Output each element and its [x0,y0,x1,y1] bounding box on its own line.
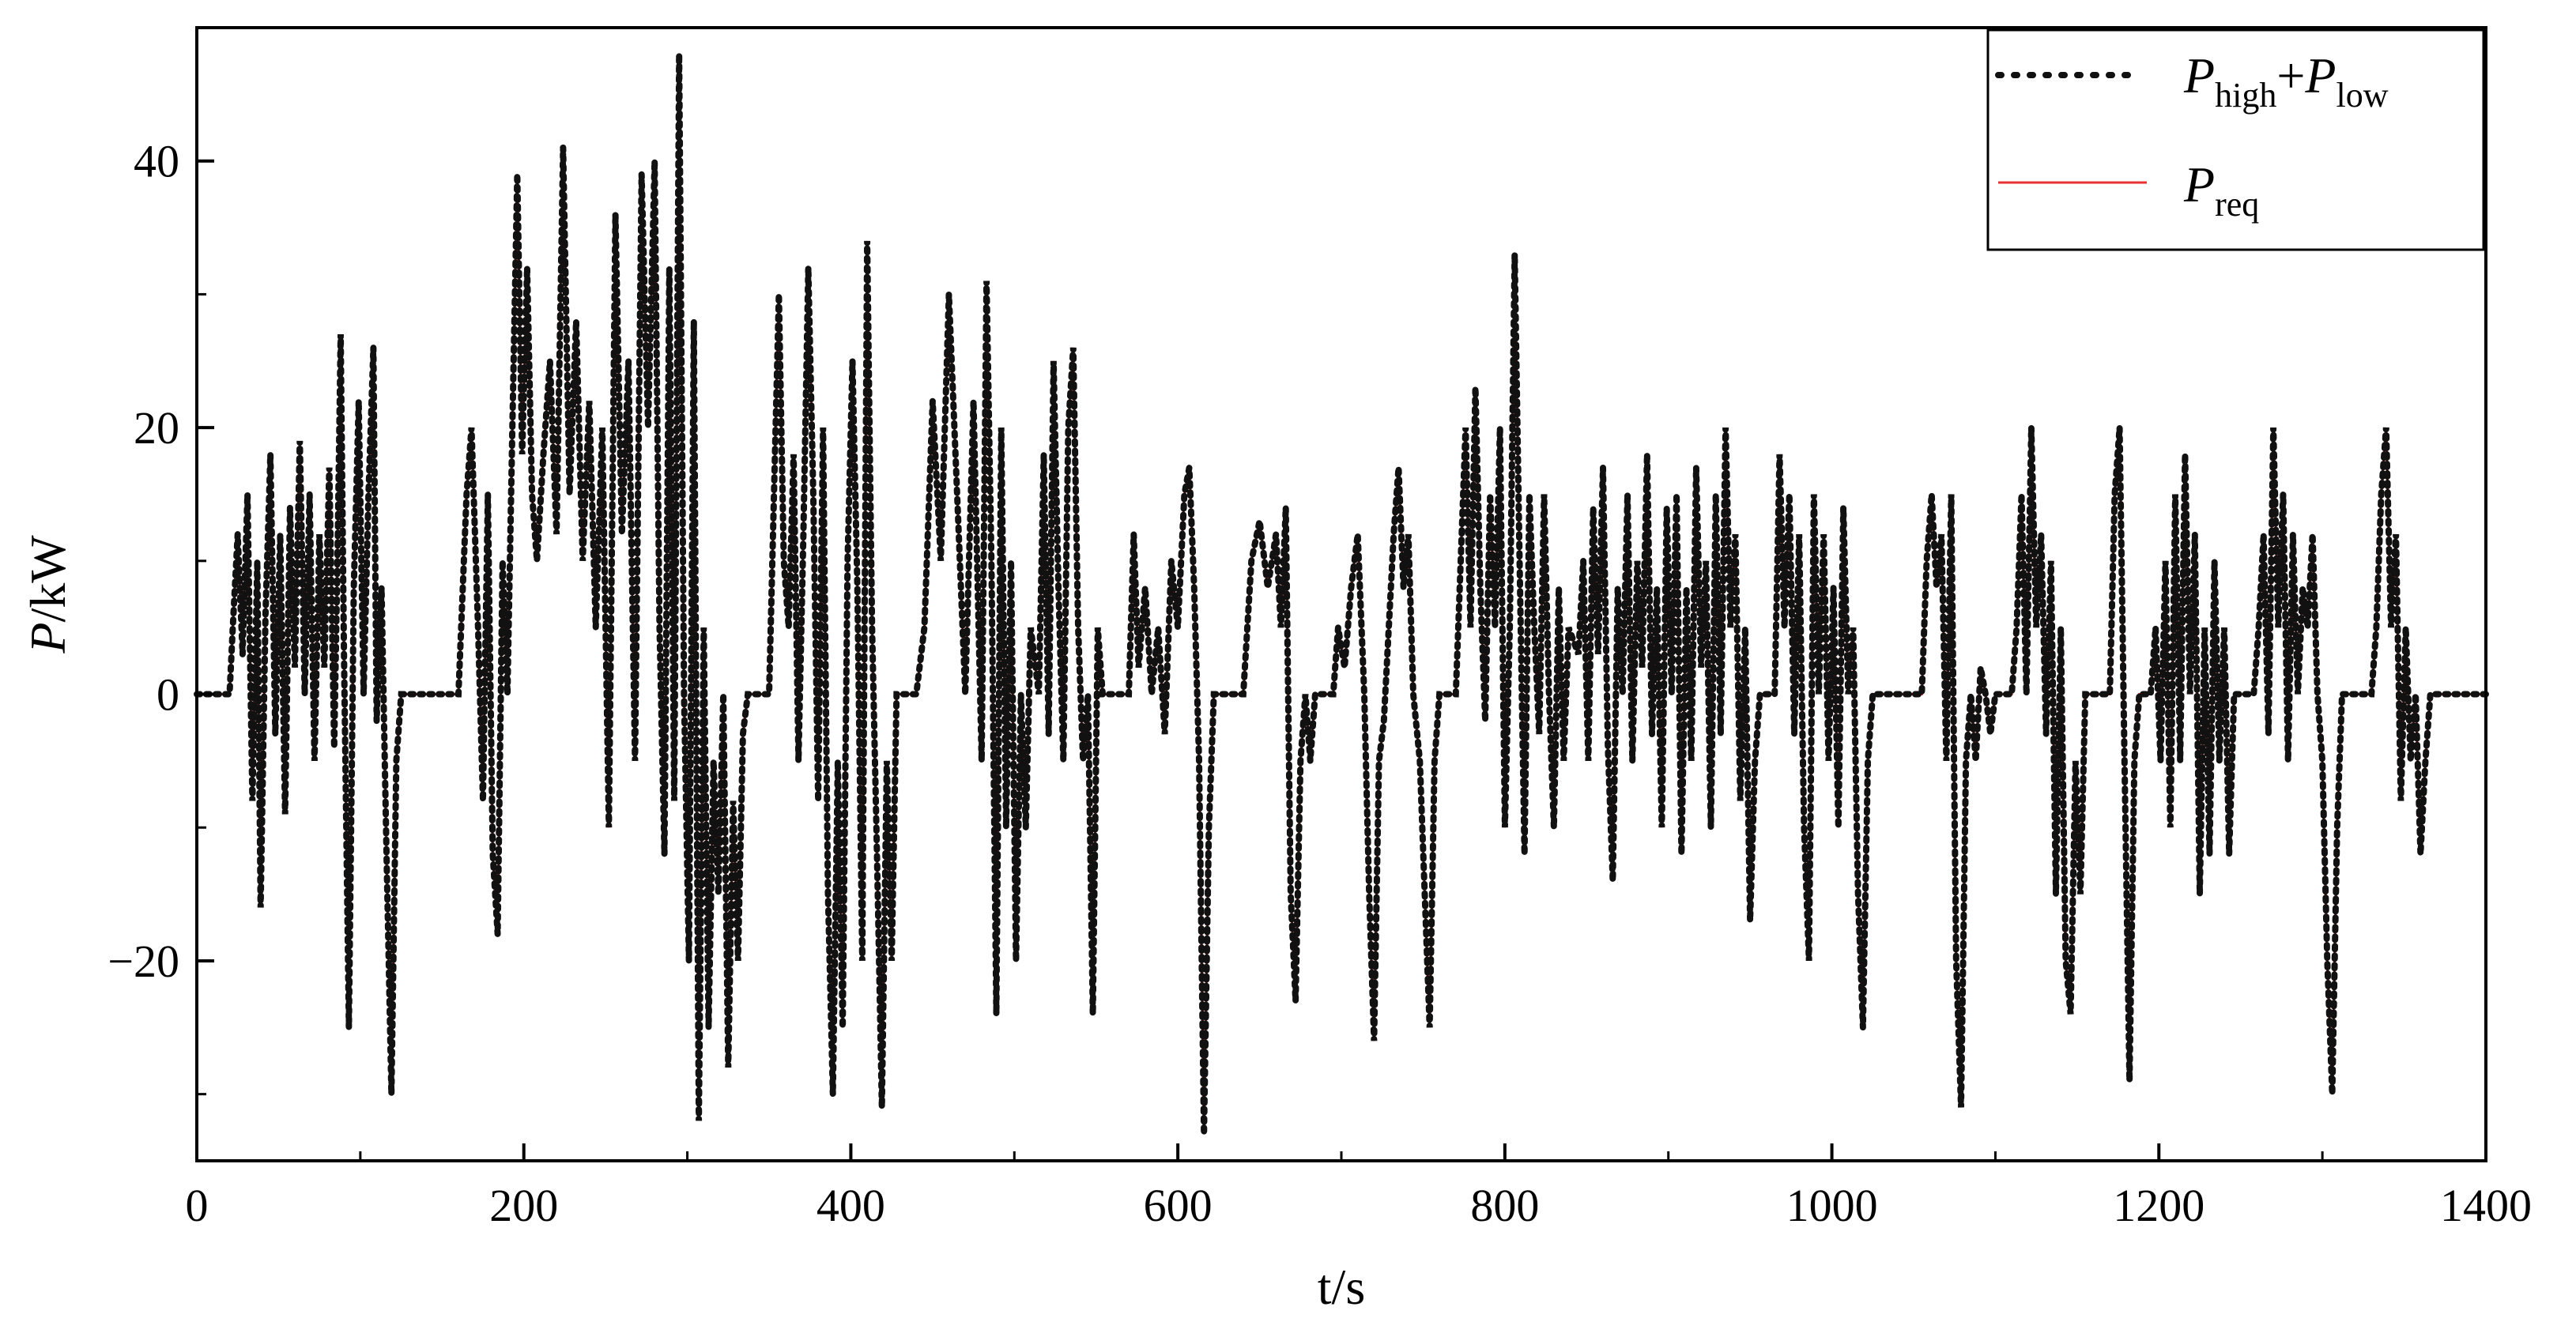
legend-box [1986,28,2485,251]
x-tick-label: 600 [1144,1180,1213,1231]
x-tick-label: 1000 [1786,1180,1878,1231]
y-axis: −20 0 20 40 [107,136,214,1096]
y-tick-label: 0 [157,669,179,721]
x-tick-label: 1200 [2113,1180,2204,1231]
x-tick-label: 800 [1470,1180,1539,1231]
x-axis: 0 200 400 600 800 1000 1200 1400 [186,1143,2532,1231]
y-tick-label: −20 [107,936,179,987]
legend-label-p-high-plus-p-low: Phigh+Plow [2183,47,2389,115]
y-tick-label: 40 [134,136,179,187]
x-tick-label: 400 [817,1180,885,1231]
x-tick-label: 200 [489,1180,558,1231]
series-p-high-plus-p-low-line [194,54,2489,1135]
series-layer [194,54,2489,1135]
y-axis-label: P/kW [20,535,76,654]
legend-label-p-req: Preq [2183,156,2259,224]
x-tick-label: 1400 [2440,1180,2532,1231]
y-tick-label: 20 [134,402,179,454]
legend: Phigh+Plow Preq [1986,28,2485,251]
x-axis-label: t/s [1318,1259,1365,1315]
x-tick-label: 0 [186,1180,209,1231]
